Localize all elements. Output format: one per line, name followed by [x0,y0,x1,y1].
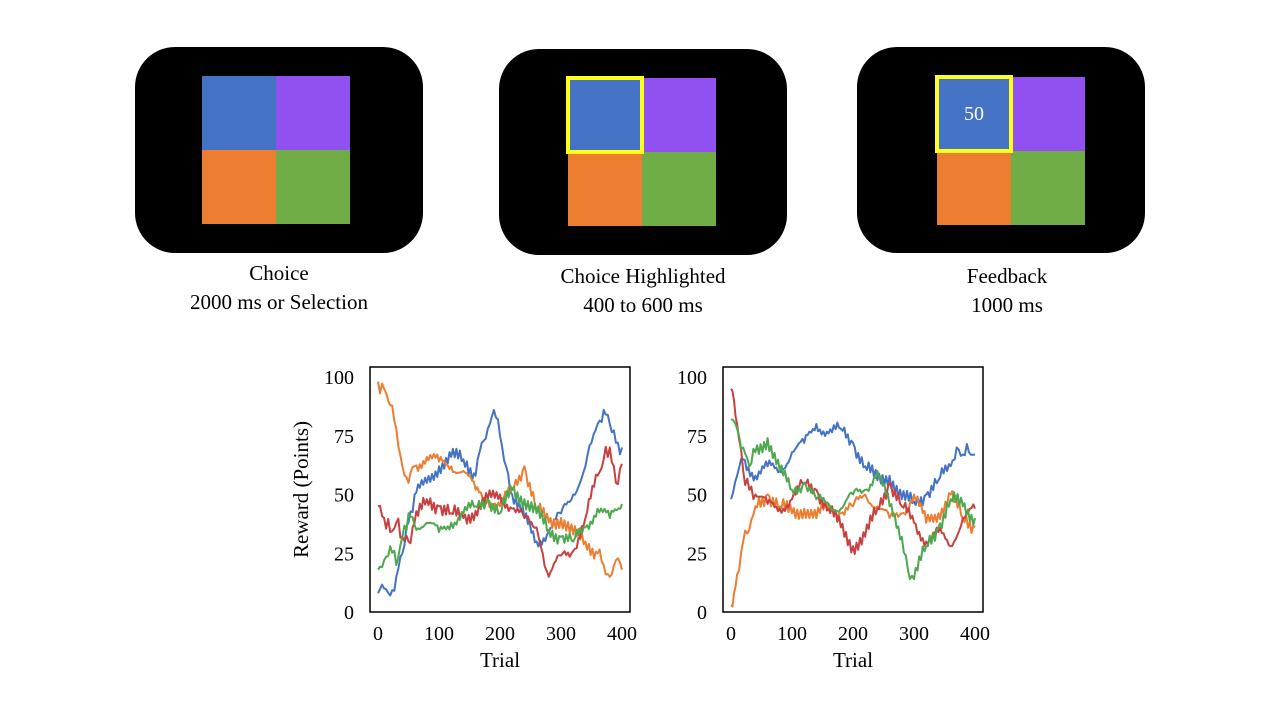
selection-highlight [566,76,644,154]
series-line [730,490,976,608]
option-orange [202,150,276,224]
x-tick-label: 100 [424,623,454,645]
y-tick-label: 50 [687,485,707,507]
option-blue [937,77,1011,151]
caption-title: Feedback [966,264,1048,288]
x-tick-label: 100 [777,623,807,645]
series-line [377,485,623,571]
option-green [642,152,716,226]
y-tick-label: 0 [697,602,707,624]
x-tick-label: 200 [838,623,868,645]
caption-duration: 2000 ms or Selection [190,290,368,314]
series-line [730,388,976,556]
caption-duration: 400 to 600 ms [583,293,703,317]
x-tick-label: 400 [960,623,990,645]
y-tick-label: 100 [324,367,354,389]
y-tick-label: 100 [677,367,707,389]
plot-frame [722,366,984,613]
choice-screen [135,47,423,253]
option-green [276,150,350,224]
option-grid: 50 [935,75,1085,225]
option-purple [1011,77,1085,151]
option-orange [937,151,1011,225]
x-tick-label: 0 [373,623,383,645]
series-line [377,381,623,578]
x-tick-label: 300 [899,623,929,645]
x-axis-label: Trial [480,648,520,672]
option-purple [642,78,716,152]
x-tick-label: 300 [546,623,576,645]
y-tick-label: 50 [334,485,354,507]
option-green [1011,151,1085,225]
y-tick-label: 75 [334,426,354,448]
x-axis-label: Trial [833,648,873,672]
y-axis-label: Reward (Points) [289,421,313,558]
feedback-screen: 50 [857,47,1145,253]
series-line [377,445,623,578]
caption-title: Choice [249,261,309,285]
choice-caption: Choice 2000 ms or Selection [129,259,429,317]
series-line [730,418,976,581]
x-tick-label: 200 [485,623,515,645]
caption-title: Choice Highlighted [560,264,726,288]
selection-highlight [935,75,1013,153]
option-orange [568,152,642,226]
plot-frame [369,366,631,613]
option-purple [276,76,350,150]
feedback-value: 50 [964,103,984,125]
y-tick-label: 25 [687,543,707,565]
series-line [730,421,976,507]
choice-highlighted-caption: Choice Highlighted 400 to 600 ms [493,262,793,320]
option-blue [202,76,276,150]
y-tick-label: 75 [687,426,707,448]
x-tick-label: 0 [726,623,736,645]
choice-highlighted-screen [499,49,787,255]
series-line [377,408,623,597]
y-tick-label: 0 [344,602,354,624]
y-tick-label: 25 [334,543,354,565]
feedback-caption: Feedback 1000 ms [857,262,1157,320]
option-blue [568,78,642,152]
option-grid [566,76,716,226]
x-tick-label: 400 [607,623,637,645]
option-grid [202,76,350,224]
caption-duration: 1000 ms [971,293,1043,317]
